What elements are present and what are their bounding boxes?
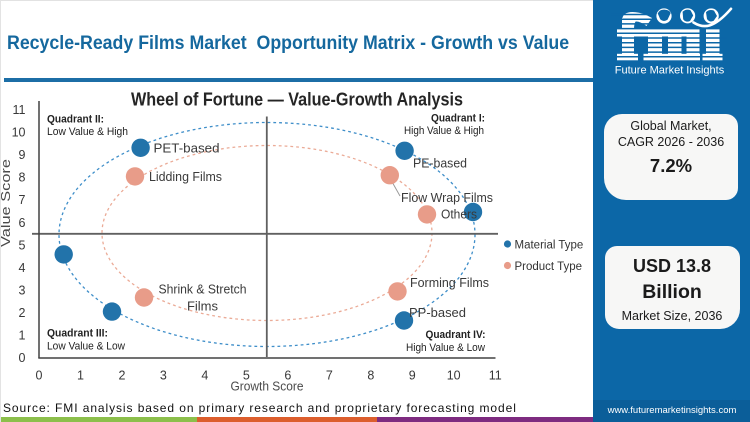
svg-text:0: 0 — [19, 351, 26, 365]
svg-text:Wheel of Fortune — Value-Growt: Wheel of Fortune — Value-Growth Analysis — [131, 90, 463, 110]
svg-text:Others: Others — [441, 207, 477, 222]
svg-text:PP-based: PP-based — [409, 305, 466, 320]
svg-text:Quadrant I:: Quadrant I: — [431, 113, 485, 125]
svg-text:Shrink & Stretch: Shrink & Stretch — [159, 282, 247, 297]
svg-text:Quadrant III:: Quadrant III: — [47, 328, 108, 340]
svg-text:1: 1 — [77, 369, 84, 383]
svg-text:Flow Wrap Films: Flow Wrap Films — [401, 190, 493, 205]
svg-text:Lidding Films: Lidding Films — [149, 169, 222, 184]
svg-text:Future Market Insights: Future Market Insights — [615, 64, 725, 76]
svg-text:8: 8 — [367, 369, 374, 383]
svg-text:PET-based: PET-based — [154, 141, 220, 156]
svg-text:High Value & High: High Value & High — [404, 125, 484, 137]
svg-text:Quadrant IV:: Quadrant IV: — [426, 329, 486, 341]
svg-text:Material Type: Material Type — [515, 239, 584, 251]
svg-text:PE-based: PE-based — [413, 156, 467, 171]
svg-text:4: 4 — [201, 369, 208, 383]
svg-text:Growth Score: Growth Score — [231, 379, 304, 394]
svg-text:1: 1 — [19, 329, 26, 343]
svg-text:Value Score: Value Score — [1, 159, 13, 247]
svg-text:Low Value & High: Low Value & High — [47, 126, 128, 138]
svg-text:5: 5 — [19, 238, 26, 252]
svg-text:9: 9 — [409, 369, 416, 383]
svg-text:5: 5 — [243, 369, 250, 383]
svg-text:10: 10 — [447, 369, 461, 383]
svg-text:3: 3 — [160, 369, 167, 383]
svg-text:Forming Films: Forming Films — [410, 275, 489, 290]
svg-text:Films: Films — [187, 299, 219, 314]
svg-text:7: 7 — [326, 369, 333, 383]
svg-text:7: 7 — [19, 193, 26, 207]
svg-text:11: 11 — [489, 369, 502, 383]
svg-text:11: 11 — [13, 103, 26, 117]
svg-text:8: 8 — [19, 171, 26, 185]
svg-text:6: 6 — [19, 216, 26, 230]
svg-text:3: 3 — [19, 283, 26, 297]
svg-text:2: 2 — [119, 369, 126, 383]
svg-text:Low Value & Low: Low Value & Low — [47, 341, 125, 353]
svg-text:0: 0 — [36, 369, 43, 383]
svg-text:2: 2 — [19, 306, 26, 320]
svg-text:6: 6 — [284, 369, 291, 383]
svg-text:Product Type: Product Type — [515, 261, 583, 273]
svg-text:Quadrant II:: Quadrant II: — [47, 114, 104, 126]
svg-text:4: 4 — [19, 261, 26, 275]
svg-text:9: 9 — [19, 148, 26, 162]
svg-text:High Value & Low: High Value & Low — [406, 342, 485, 354]
svg-text:10: 10 — [12, 126, 26, 140]
